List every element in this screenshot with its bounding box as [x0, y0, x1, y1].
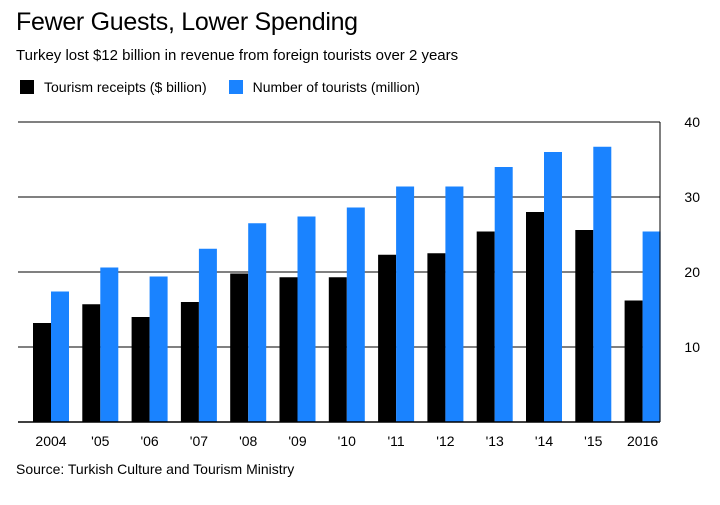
bar-receipts-12	[624, 300, 643, 422]
x-tick-label-4: '08	[239, 433, 257, 449]
bar-tourists-0	[51, 291, 69, 422]
bar-receipts-5	[279, 277, 298, 422]
bar-receipts-9	[476, 231, 495, 422]
bar-tourists-4	[248, 223, 267, 422]
chart-title: Fewer Guests, Lower Spending	[16, 8, 358, 36]
bar-receipts-4	[230, 273, 249, 422]
bar-tourists-6	[346, 207, 365, 422]
x-tick-label-12: 2016	[627, 433, 658, 449]
bar-tourists-12	[642, 231, 661, 422]
bar-tourists-11	[593, 146, 612, 422]
bar-receipts-11	[575, 230, 594, 422]
x-tick-label-7: '11	[387, 433, 404, 449]
x-tick-label-6: '10	[338, 433, 356, 449]
bar-tourists-1	[100, 267, 119, 422]
bar-tourists-2	[149, 276, 168, 422]
bar-receipts-7	[378, 254, 397, 422]
x-tick-label-1: '05	[91, 433, 109, 449]
x-tick-label-9: '13	[486, 433, 504, 449]
bar-receipts-10	[526, 212, 544, 422]
x-tick-label-3: '07	[190, 433, 208, 449]
legend-label-tourists: Number of tourists (million)	[252, 79, 420, 95]
bar-tourists-5	[297, 216, 316, 422]
x-tick-label-11: '15	[584, 433, 602, 449]
bar-receipts-3	[180, 302, 199, 422]
legend-swatch-tourists	[228, 80, 243, 94]
bar-tourists-3	[198, 248, 217, 422]
legend-item-tourists: Number of tourists (million)	[228, 79, 420, 95]
bar-tourists-10	[544, 152, 562, 422]
y-tick-label-40: 40	[684, 114, 700, 130]
x-tick-label-8: '12	[436, 433, 454, 449]
bar-receipts-0	[33, 323, 51, 422]
source-note: Source: Turkish Culture and Tourism Mini…	[16, 461, 295, 477]
bar-receipts-1	[82, 304, 101, 422]
legend-swatch-receipts	[20, 80, 34, 94]
legend-label-receipts: Tourism receipts ($ billion)	[44, 79, 207, 95]
bar-tourists-8	[445, 186, 464, 422]
x-tick-label-0: 2004	[35, 433, 66, 449]
y-tick-label-20: 20	[684, 264, 700, 280]
legend: Tourism receipts ($ billion) Number of t…	[20, 79, 442, 95]
bar-receipts-8	[427, 253, 446, 422]
x-tick-label-5: '09	[288, 433, 306, 449]
legend-item-receipts: Tourism receipts ($ billion)	[20, 79, 207, 95]
y-tick-label-10: 10	[684, 339, 700, 355]
y-tick-label-30: 30	[684, 189, 700, 205]
x-tick-label-2: '06	[140, 433, 158, 449]
bar-tourists-9	[494, 167, 513, 422]
chart-subtitle: Turkey lost $12 billion in revenue from …	[16, 47, 459, 64]
bar-receipts-2	[131, 317, 150, 422]
x-tick-label-10: '14	[535, 433, 553, 449]
bar-tourists-7	[396, 186, 415, 422]
bar-receipts-6	[328, 277, 347, 422]
